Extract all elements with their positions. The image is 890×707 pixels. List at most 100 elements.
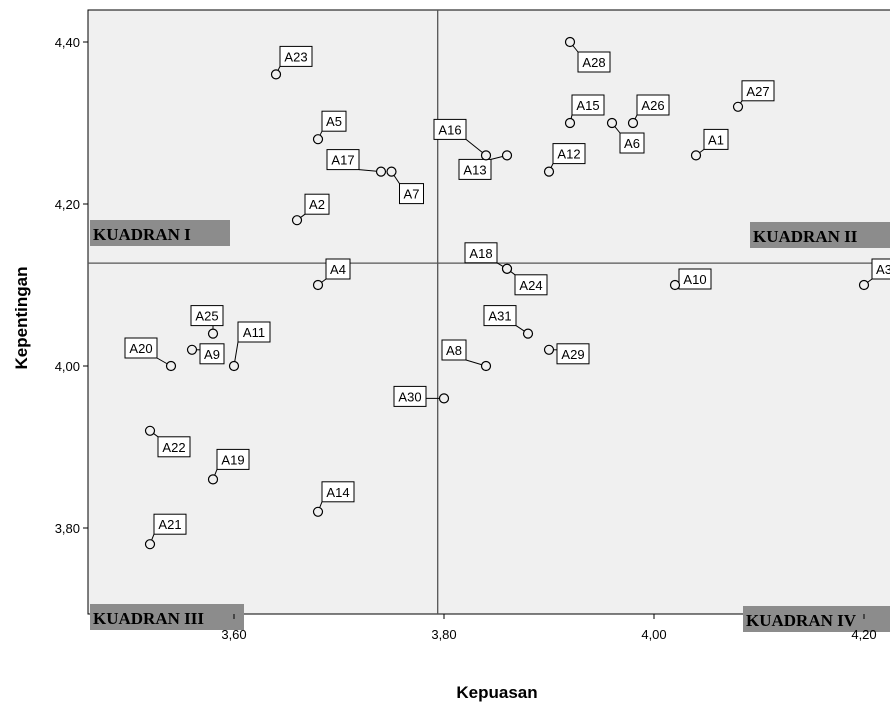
data-point	[690, 150, 702, 161]
data-point	[312, 134, 324, 145]
point-label: A25	[195, 309, 218, 324]
data-point	[270, 69, 282, 80]
data-point	[564, 117, 576, 129]
x-tick-label: 3,80	[431, 627, 456, 642]
data-point	[291, 215, 303, 226]
point-label-box	[325, 258, 351, 280]
data-point	[144, 539, 156, 550]
point-label: A19	[221, 452, 244, 467]
point-label: A22	[162, 440, 185, 455]
data-point	[207, 474, 219, 485]
point-label: A23	[284, 49, 307, 64]
point-label-box	[556, 343, 590, 365]
quadrant-label: KUADRAN I	[93, 225, 191, 244]
point-label-box	[304, 193, 330, 215]
data-point	[207, 328, 219, 339]
x-tick-label: 3,60	[221, 627, 246, 642]
point-label-box	[153, 513, 187, 535]
point-label-box	[514, 274, 548, 296]
data-point	[501, 150, 513, 161]
x-tick-label: 4,20	[851, 627, 876, 642]
y-tick-label: 3,80	[55, 521, 80, 536]
point-label: A8	[446, 343, 462, 358]
point-label: A16	[438, 122, 461, 137]
point-label: A17	[331, 153, 354, 168]
point-label-box	[321, 481, 355, 503]
point-label: A20	[129, 341, 152, 356]
y-tick-label: 4,20	[55, 197, 80, 212]
point-label: A5	[326, 114, 342, 129]
point-label: A14	[326, 485, 349, 500]
point-label: A26	[641, 98, 664, 113]
data-point	[386, 166, 397, 177]
point-label: A4	[330, 262, 346, 277]
quadrant-label-bg	[743, 606, 890, 632]
point-label-box	[619, 132, 645, 154]
point-label: A18	[469, 246, 492, 261]
quadrant-label: KUADRAN IV	[746, 611, 857, 630]
point-label-box	[464, 242, 498, 264]
point-label-box	[441, 339, 467, 361]
data-point	[858, 279, 870, 291]
data-points: A1 A2 A3 A4 A5 A6 A7 A8 A9 A10 A11 A12 A13 A14 A15 A16 A…	[124, 36, 890, 550]
x-axis: 3,60 3,80 4,00 4,20	[221, 614, 877, 642]
data-point	[543, 166, 555, 177]
y-axis-title: Kepentingan	[12, 267, 31, 370]
data-point	[438, 393, 450, 404]
data-point	[480, 360, 492, 372]
data-point	[732, 101, 744, 112]
point-label-box	[741, 80, 775, 102]
point-label: A12	[557, 147, 580, 162]
point-label: A2	[309, 197, 325, 212]
point-label-box	[552, 143, 586, 165]
point-label-box	[483, 305, 517, 327]
point-label: A21	[158, 517, 181, 532]
point-label-box	[157, 436, 191, 458]
point-label-box	[458, 158, 492, 180]
x-axis-title: Kepuasan	[456, 683, 537, 702]
quadrant-label-bg	[90, 220, 230, 246]
y-tick-label: 4,40	[55, 35, 80, 50]
point-label: A28	[582, 55, 605, 70]
point-label-box	[703, 128, 729, 150]
point-label-box	[321, 110, 347, 132]
x-tick-label: 4,00	[641, 627, 666, 642]
data-point	[627, 117, 639, 129]
point-label-box	[399, 183, 424, 205]
data-point	[543, 344, 555, 355]
data-point	[375, 166, 387, 177]
point-label-box	[636, 94, 670, 116]
point-label: A29	[561, 347, 584, 362]
quadrant-label-bg	[90, 604, 244, 630]
point-label: A3	[876, 262, 890, 277]
point-label-box	[190, 305, 224, 327]
data-point	[228, 360, 240, 372]
data-point	[564, 36, 576, 48]
point-label-box	[216, 448, 250, 470]
data-point	[144, 425, 156, 436]
point-label: A9	[204, 347, 220, 362]
point-label-box	[124, 337, 158, 359]
data-point	[501, 263, 513, 274]
quadrant-label: KUADRAN II	[753, 227, 858, 246]
data-point	[669, 279, 681, 291]
point-label: A31	[488, 309, 511, 324]
data-point	[480, 150, 492, 161]
data-point	[312, 506, 324, 517]
point-label-box	[237, 321, 271, 343]
point-label-box	[571, 94, 605, 116]
point-label-box	[199, 343, 225, 365]
point-label-box	[678, 268, 712, 290]
data-point	[186, 344, 198, 355]
point-label: A6	[624, 136, 640, 151]
point-label: A30	[398, 389, 421, 404]
point-label: A1	[708, 132, 724, 147]
point-label: A7	[404, 187, 420, 202]
point-label-box	[871, 258, 890, 280]
point-label: A15	[576, 98, 599, 113]
quadrant-labels: KUADRAN I KUADRAN II KUADRAN III KUADRAN IV	[90, 220, 890, 632]
point-label-box	[279, 45, 313, 67]
data-point	[522, 328, 534, 339]
data-point	[312, 279, 324, 291]
